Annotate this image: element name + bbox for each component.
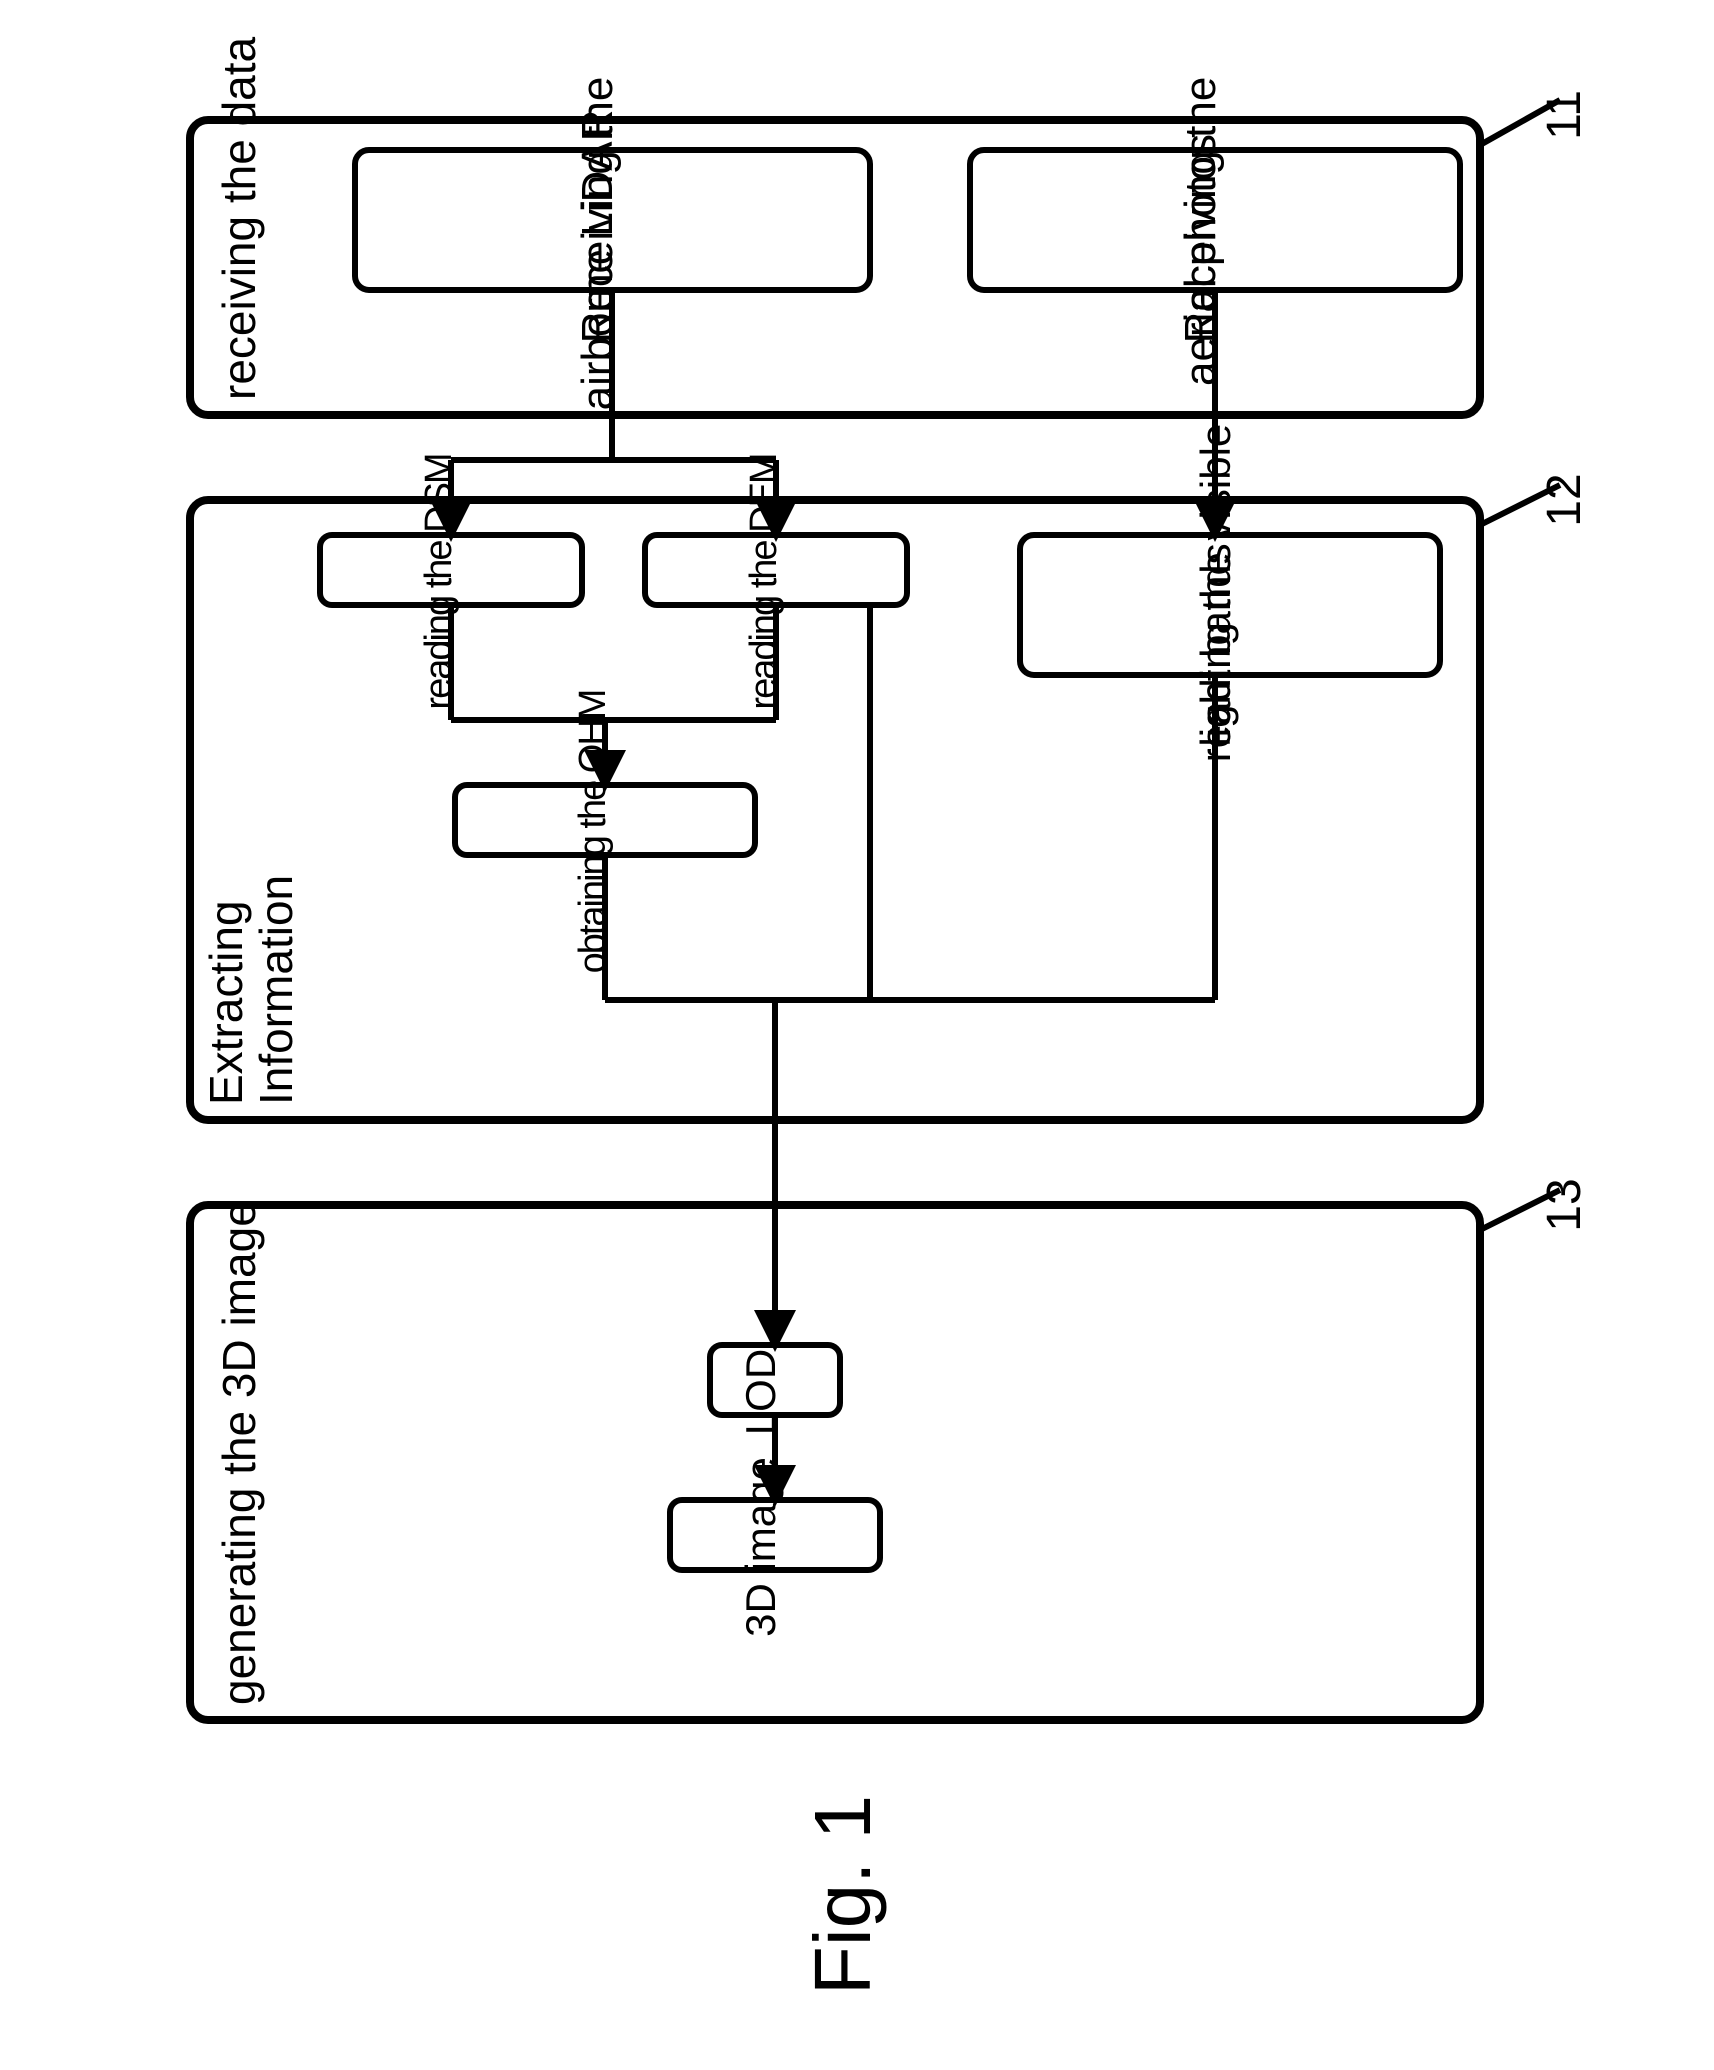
stage2-outer	[190, 500, 1480, 1120]
stage1-outer	[190, 120, 1480, 415]
stage3-outer	[190, 1205, 1480, 1720]
stage3-ref: 13	[1538, 1178, 1591, 1231]
stage1-label: receiving the data	[213, 36, 265, 400]
stage1-ref: 11	[1538, 90, 1591, 140]
figure-caption: Fig. 1	[798, 1795, 887, 1995]
stage2-ref: 12	[1538, 473, 1591, 526]
stage3-label: generating the 3D image	[213, 1201, 265, 1705]
stage2-label-l2: Information	[250, 875, 302, 1105]
diagram-svg: 11 receiving the data Receiving the airb…	[0, 0, 1714, 2070]
figure-page: 11 receiving the data Receiving the airb…	[0, 0, 1714, 2070]
stage2-label-l1: Extracting	[200, 900, 252, 1105]
